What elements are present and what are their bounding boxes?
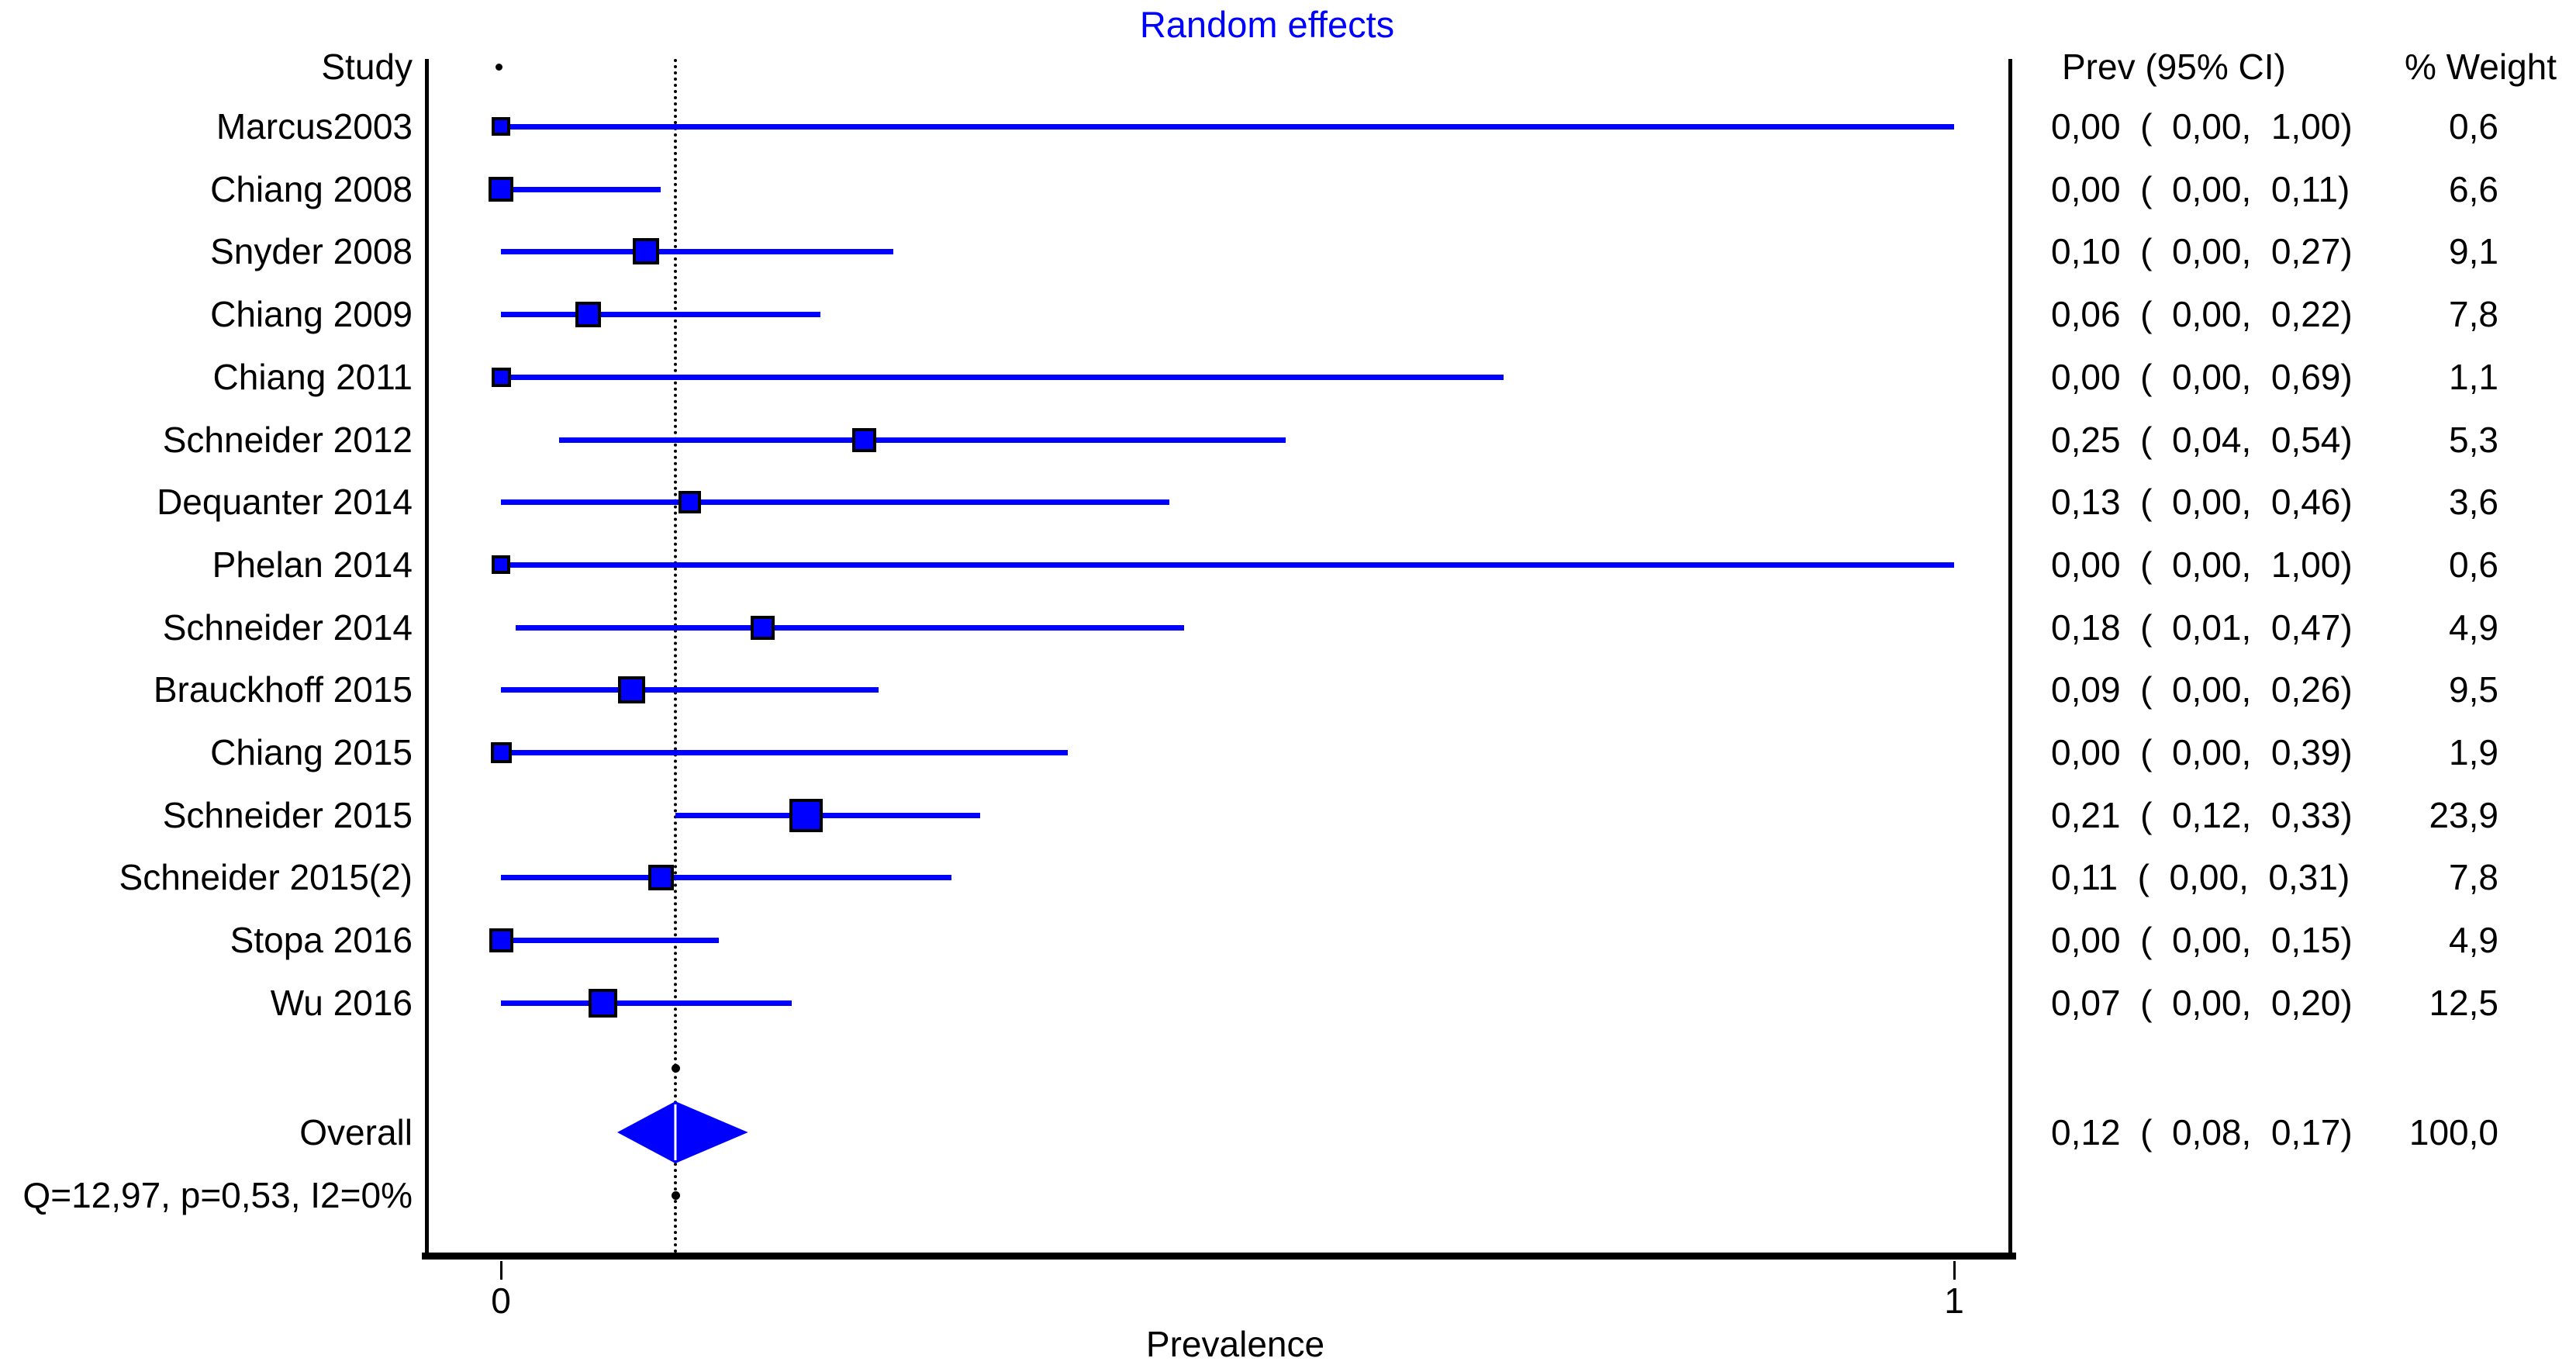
effect-square — [575, 302, 601, 327]
weight-value: 1,9 — [2449, 732, 2498, 772]
prev-ci-value: 0,21 ( 0,12, 0,33) — [2051, 795, 2353, 835]
column-header-weight: % Weight — [2405, 47, 2557, 87]
ci-line — [501, 1000, 792, 1006]
prev-ci-value: 0,09 ( 0,00, 0,26) — [2051, 669, 2353, 710]
ci-line — [501, 750, 1068, 755]
column-header-study: Study — [321, 47, 413, 87]
study-label: Chiang 2009 — [210, 294, 413, 334]
study-label: Marcus2003 — [216, 106, 413, 147]
x-tick-0 — [500, 1261, 502, 1280]
overall-diamond — [616, 1101, 748, 1163]
weight-value: 5,3 — [2449, 420, 2498, 460]
weight-value: 9,1 — [2449, 231, 2498, 271]
study-label: Dequanter 2014 — [157, 482, 413, 522]
overall-label: Overall — [299, 1112, 413, 1152]
prev-ci-value: 0,00 ( 0,00, 0,15) — [2051, 920, 2353, 960]
effect-square — [751, 616, 775, 640]
x-axis-line — [422, 1253, 2016, 1260]
effect-square — [789, 799, 823, 832]
study-label: Phelan 2014 — [212, 544, 413, 585]
prev-ci-value: 0,00 ( 0,00, 0,69) — [2051, 357, 2353, 397]
ci-line — [501, 375, 1504, 380]
study-label: Schneider 2014 — [162, 607, 413, 648]
study-label: Schneider 2012 — [162, 420, 413, 460]
effect-square — [489, 177, 513, 202]
effect-square — [618, 676, 645, 703]
prev-ci-value: 0,12 ( 0,08, 0,17) — [2051, 1112, 2353, 1152]
effect-square — [489, 928, 513, 952]
weight-value: 4,9 — [2449, 607, 2498, 648]
study-label: Snyder 2008 — [210, 231, 413, 271]
heterogeneity-stats: Q=12,97, p=0,53, I2=0% — [22, 1175, 413, 1215]
prev-ci-value: 0,07 ( 0,00, 0,20) — [2051, 983, 2353, 1023]
prev-ci-value: 0,00 ( 0,00, 0,11) — [2051, 169, 2350, 209]
heterogeneity-row-dot — [672, 1191, 680, 1200]
prev-ci-value: 0,11 ( 0,00, 0,31) — [2051, 857, 2350, 897]
ci-line — [501, 187, 661, 192]
effect-square — [852, 428, 876, 452]
study-label: Schneider 2015 — [162, 795, 413, 835]
weight-value: 100,0 — [2409, 1112, 2498, 1152]
x-tick-label-0: 0 — [491, 1280, 511, 1321]
study-label: Schneider 2015(2) — [119, 857, 413, 897]
weight-value: 9,5 — [2449, 669, 2498, 710]
chart-title: Random effects — [1139, 4, 1395, 45]
prev-ci-value: 0,00 ( 0,00, 1,00) — [2051, 544, 2353, 585]
study-label: Brauckhoff 2015 — [153, 669, 413, 710]
effect-square — [679, 491, 701, 513]
weight-value: 0,6 — [2449, 106, 2498, 147]
ci-line — [501, 249, 893, 254]
study-label: Chiang 2008 — [210, 169, 413, 209]
effect-square — [492, 555, 510, 574]
ci-line — [501, 124, 1954, 130]
study-label: Chiang 2011 — [212, 357, 413, 397]
prev-ci-value: 0,00 ( 0,00, 1,00) — [2051, 106, 2353, 147]
prev-ci-value: 0,25 ( 0,04, 0,54) — [2051, 420, 2353, 460]
prev-ci-value: 0,13 ( 0,00, 0,46) — [2051, 482, 2353, 522]
plot-left-border — [425, 59, 429, 1256]
reference-line — [674, 59, 677, 1254]
prev-ci-value: 0,06 ( 0,00, 0,22) — [2051, 294, 2353, 334]
weight-value: 7,8 — [2449, 857, 2498, 897]
prev-ci-value: 0,10 ( 0,00, 0,27) — [2051, 231, 2353, 271]
effect-square — [633, 238, 659, 264]
ci-line — [675, 813, 981, 818]
study-label: Wu 2016 — [270, 983, 413, 1023]
weight-value: 7,8 — [2449, 294, 2498, 334]
weight-value: 3,6 — [2449, 482, 2498, 522]
effect-square — [491, 742, 512, 763]
weight-value: 4,9 — [2449, 920, 2498, 960]
ci-line — [501, 687, 879, 693]
x-tick-1 — [1953, 1261, 1956, 1280]
spacer-row-dot — [672, 1064, 680, 1073]
x-axis-title: Prevalence — [1145, 1324, 1325, 1364]
study-label: Stopa 2016 — [230, 920, 413, 960]
weight-value: 23,9 — [2429, 795, 2498, 835]
column-header-prev-ci: Prev (95% CI) — [2062, 47, 2286, 87]
study-label: Chiang 2015 — [210, 732, 413, 772]
effect-square — [589, 989, 617, 1018]
prev-ci-value: 0,00 ( 0,00, 0,39) — [2051, 732, 2353, 772]
ci-line — [501, 312, 821, 317]
ci-line — [515, 625, 1184, 631]
ci-line — [558, 437, 1286, 443]
ci-line — [501, 938, 720, 943]
effect-square — [648, 865, 674, 890]
weight-value: 6,6 — [2449, 169, 2498, 209]
effect-square — [492, 368, 511, 387]
plot-right-border — [2008, 59, 2012, 1256]
header-row-dot — [496, 64, 502, 71]
overall-diamond-shape — [616, 1101, 748, 1163]
x-tick-label-1: 1 — [1944, 1280, 1964, 1321]
weight-value: 0,6 — [2449, 544, 2498, 585]
prev-ci-value: 0,18 ( 0,01, 0,47) — [2051, 607, 2353, 648]
weight-value: 12,5 — [2429, 983, 2498, 1023]
effect-square — [492, 117, 510, 136]
weight-value: 1,1 — [2449, 357, 2498, 397]
ci-line — [501, 562, 1954, 568]
ci-line — [501, 875, 951, 880]
ci-line — [501, 499, 1170, 505]
